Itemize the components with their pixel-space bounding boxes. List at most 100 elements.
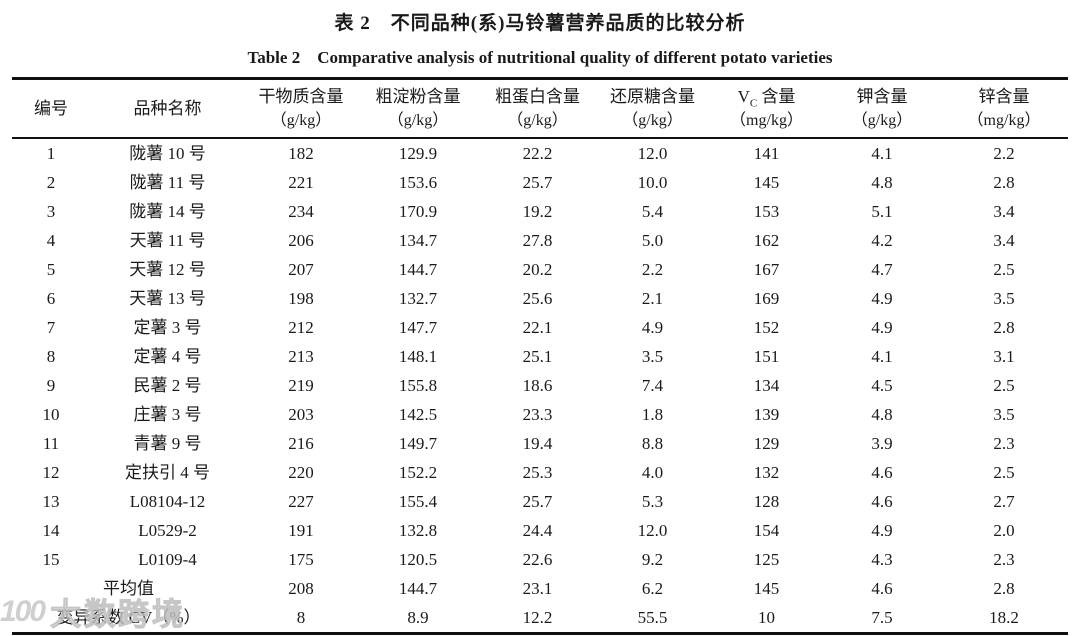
header-crude-starch-label: 粗淀粉含量 [375, 86, 461, 106]
header-potassium-unit: （g/kg） [851, 111, 913, 129]
crude-protein-cell: 22.2 [522, 144, 553, 163]
potassium-cell: 4.9 [871, 521, 893, 540]
potassium-cell: 4.8 [871, 173, 893, 192]
crude-starch-cell: 152.2 [398, 463, 438, 482]
row-number-cell: 8 [46, 347, 56, 366]
row-number-cell: 7 [46, 318, 56, 337]
crude-protein-cell: 25.7 [522, 492, 553, 511]
table-header: 编号 品种名称 干物质含量 （g/kg） 粗淀粉含量 （g/kg） 粗蛋白含量 … [12, 78, 1068, 139]
header-number: 编号 [12, 78, 90, 139]
crude-starch-cell: 132.8 [398, 521, 438, 540]
crude-protein-summary-cell: 12.2 [522, 608, 553, 627]
zinc-cell: 2.5 [993, 260, 1015, 279]
vc-content-cell: 139 [753, 405, 780, 424]
header-reducing-sugar: 还原糖含量 （g/kg） [596, 78, 709, 139]
dry-matter-cell: 182 [288, 144, 314, 163]
vc-content-cell: 125 [753, 550, 780, 569]
zinc-cell: 2.3 [993, 434, 1015, 453]
vc-subscript: C [749, 96, 758, 109]
crude-starch-cell: 144.7 [398, 260, 438, 279]
header-zinc-unit: （mg/kg） [967, 111, 1041, 129]
header-crude-starch: 粗淀粉含量 （g/kg） [357, 78, 479, 139]
row-number-cell: 2 [46, 173, 56, 192]
zinc-cell: 3.4 [993, 202, 1015, 221]
zinc-summary-cell: 2.8 [993, 579, 1015, 598]
crude-protein-cell: 25.1 [522, 347, 553, 366]
crude-protein-cell: 19.4 [522, 434, 553, 453]
variety-name-cell: 陇薯 11 号 [129, 173, 206, 192]
crude-protein-cell: 20.2 [522, 260, 553, 279]
crude-protein-cell: 22.6 [522, 550, 553, 569]
row-number-cell: 5 [46, 260, 56, 279]
table-row: 5 天薯 12 号 207 144.7 20.2 2.2 167 4.7 2.5 [12, 255, 1068, 284]
table-row: 1 陇薯 10 号 182 129.9 22.2 12.0 141 4.1 2.2 [12, 138, 1068, 168]
potassium-cell: 4.8 [871, 405, 893, 424]
potassium-cell: 4.1 [871, 347, 893, 366]
reducing-sugar-cell: 8.8 [641, 434, 664, 453]
table-row: 13 L08104-12 227 155.4 25.7 5.3 128 4.6 2.7 [12, 487, 1068, 516]
variety-name-cell: 青薯 9 号 [133, 434, 202, 453]
reducing-sugar-cell: 5.4 [641, 202, 664, 221]
reducing-sugar-summary-cell: 55.5 [637, 608, 668, 627]
header-vc-unit: （mg/kg） [730, 111, 803, 129]
potassium-cell: 4.9 [871, 318, 893, 337]
reducing-sugar-cell: 5.3 [641, 492, 664, 511]
potassium-cell: 4.2 [871, 231, 893, 250]
row-number-cell: 13 [42, 492, 60, 511]
table-title-en: Table 2 Comparative analysis of nutritio… [247, 48, 833, 67]
row-number-cell: 10 [42, 405, 60, 424]
potassium-cell: 4.6 [871, 492, 893, 511]
header-crude-starch-unit: （g/kg） [387, 111, 449, 129]
summary-row-label: 变异系数 CV（%） [56, 608, 201, 627]
row-number-cell: 4 [46, 231, 56, 250]
row-number-cell: 9 [46, 376, 56, 395]
dry-matter-cell: 203 [288, 405, 314, 424]
variety-name-cell: 民薯 2 号 [133, 376, 202, 395]
table-row: 2 陇薯 11 号 221 153.6 25.7 10.0 145 4.8 2.8 [12, 168, 1068, 197]
potassium-summary-cell: 7.5 [871, 608, 893, 627]
potassium-cell: 5.1 [871, 202, 893, 221]
zinc-cell: 2.2 [993, 144, 1015, 163]
dry-matter-cell: 175 [288, 550, 314, 569]
vc-content-cell: 134 [753, 376, 780, 395]
reducing-sugar-cell: 5.0 [641, 231, 664, 250]
crude-protein-cell: 25.3 [522, 463, 553, 482]
reducing-sugar-cell: 4.0 [641, 463, 664, 482]
dry-matter-summary-cell: 8 [296, 608, 306, 627]
row-number-cell: 6 [46, 289, 56, 308]
header-vc-content: VC 含量 （mg/kg） [709, 78, 824, 139]
summary-row: 变异系数 CV（%） 8 8.9 12.2 55.5 10 7.5 18.2 [12, 603, 1068, 634]
vc-content-cell: 128 [753, 492, 780, 511]
header-potassium: 钾含量 （g/kg） [824, 78, 940, 139]
dry-matter-cell: 213 [288, 347, 314, 366]
dry-matter-cell: 227 [288, 492, 314, 511]
table-row: 15 L0109-4 175 120.5 22.6 9.2 125 4.3 2.3 [12, 545, 1068, 574]
crude-starch-summary-cell: 8.9 [407, 608, 429, 627]
variety-name-cell: L08104-12 [129, 492, 206, 511]
zinc-cell: 2.0 [993, 521, 1015, 540]
table-row: 14 L0529-2 191 132.8 24.4 12.0 154 4.9 2.0 [12, 516, 1068, 545]
header-number-label: 编号 [34, 98, 68, 118]
table-row: 11 青薯 9 号 216 149.7 19.4 8.8 129 3.9 2.3 [12, 429, 1068, 458]
crude-starch-cell: 149.7 [398, 434, 438, 453]
header-dry-matter: 干物质含量 （g/kg） [245, 78, 357, 139]
zinc-summary-cell: 18.2 [989, 608, 1019, 627]
variety-name-cell: 陇薯 14 号 [129, 202, 206, 221]
reducing-sugar-cell: 7.4 [641, 376, 664, 395]
header-variety-name: 品种名称 [90, 78, 245, 139]
reducing-sugar-cell: 1.8 [641, 405, 664, 424]
potassium-summary-cell: 4.6 [871, 579, 893, 598]
zinc-cell: 3.5 [993, 405, 1015, 424]
zinc-cell: 2.8 [993, 318, 1015, 337]
row-number-cell: 1 [46, 144, 56, 163]
reducing-sugar-cell: 12.0 [637, 144, 668, 163]
table-title-zh: 表 2 不同品种(系)马铃薯营养品质的比较分析 [334, 13, 746, 34]
table-row: 9 民薯 2 号 219 155.8 18.6 7.4 134 4.5 2.5 [12, 371, 1068, 400]
header-dry-matter-unit: （g/kg） [270, 111, 332, 129]
crude-protein-cell: 24.4 [522, 521, 553, 540]
header-variety-label: 品种名称 [133, 98, 202, 118]
variety-name-cell: L0109-4 [138, 550, 197, 569]
vc-content-cell: 129 [753, 434, 780, 453]
table-row: 8 定薯 4 号 213 148.1 25.1 3.5 151 4.1 3.1 [12, 342, 1068, 371]
crude-protein-cell: 27.8 [522, 231, 553, 250]
